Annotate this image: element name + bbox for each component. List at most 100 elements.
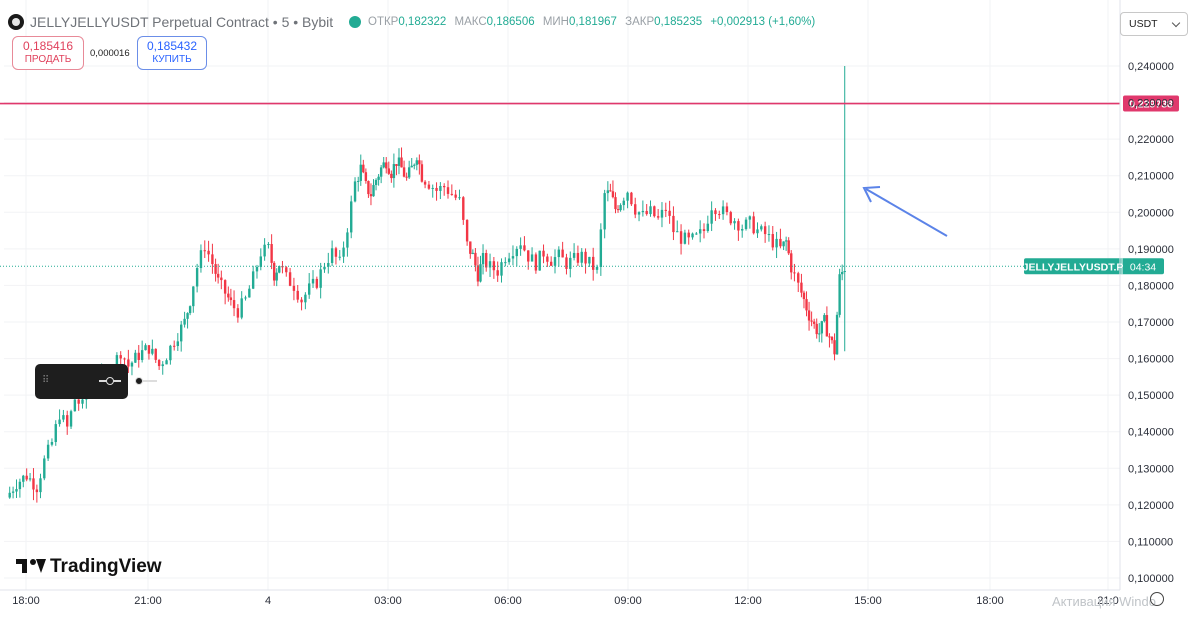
candle-body — [641, 210, 645, 213]
candle-body — [377, 176, 380, 180]
candle-body — [392, 164, 396, 179]
candle-body — [372, 185, 375, 197]
candle-body — [119, 355, 122, 359]
time-tick-label: 4 — [265, 595, 271, 607]
candle-body — [729, 212, 732, 224]
candle-body — [718, 214, 721, 216]
buy-price: 0,185432 — [146, 39, 198, 53]
candle-body — [410, 165, 413, 168]
price-tick-label: 0,190000 — [1128, 244, 1174, 256]
candle-body — [496, 270, 499, 276]
candle-body — [418, 160, 421, 165]
candle-body — [637, 212, 641, 215]
candle-body — [172, 345, 176, 347]
candle-body — [741, 229, 744, 231]
chart-overlays: 0,229738 JELLYJELLYUSDT.P 04:34 — [0, 95, 1179, 275]
horizontal-line-tool-icon[interactable] — [99, 377, 121, 385]
candle-body — [77, 399, 80, 404]
brand-name[interactable]: TradingView — [50, 556, 162, 577]
sell-label: ПРОДАТЬ — [24, 54, 72, 65]
horizontal-ray-tool-icon[interactable] — [135, 377, 157, 385]
ohlc-open-label: ОТКР — [368, 16, 399, 28]
time-tick-label: 06:00 — [494, 595, 522, 607]
candle-body — [407, 167, 411, 178]
candle-body — [244, 297, 247, 299]
candle-body — [500, 262, 503, 276]
candle-body — [450, 193, 454, 195]
settings-icon[interactable] — [1150, 592, 1164, 606]
ohlc-change: +0,002913 (+1,60%) — [710, 16, 816, 28]
candle-body — [137, 352, 140, 360]
candle-body — [364, 172, 368, 182]
candle-body — [471, 252, 475, 254]
candle-body — [599, 229, 603, 267]
candle-body — [8, 492, 11, 498]
sell-button[interactable]: 0,185416 ПРОДАТЬ — [12, 36, 84, 70]
candle-body — [151, 348, 154, 354]
drawing-toolbar[interactable]: ⠿ — [35, 364, 157, 399]
candle-body — [672, 215, 675, 233]
buy-button[interactable]: 0,185432 КУПИТЬ — [137, 36, 207, 70]
candle-body — [800, 282, 803, 293]
candle-body — [714, 210, 717, 215]
candle-body — [338, 256, 341, 258]
candle-body — [519, 245, 522, 249]
candle-body — [272, 262, 276, 281]
candle-body — [73, 399, 77, 412]
candle-body — [454, 194, 457, 198]
tradingview-logo-icon[interactable] — [16, 556, 46, 576]
candle-body — [802, 292, 806, 300]
level-price-label: 0,229738 — [1129, 99, 1173, 111]
time-tick-label: 21:00 — [134, 595, 162, 607]
candle-body — [825, 315, 829, 337]
candle-body — [634, 204, 637, 215]
candle-body — [275, 272, 278, 281]
candle-body — [435, 187, 438, 191]
candle-body — [748, 216, 752, 220]
candle-body — [32, 478, 35, 490]
candle-body — [255, 266, 259, 272]
candle-body — [793, 272, 796, 274]
candle-body — [523, 245, 526, 251]
candle-body — [296, 290, 299, 300]
candle-body — [423, 181, 427, 185]
symbol-logo-icon[interactable] — [8, 14, 24, 30]
ohlc-close-label: ЗАКР — [625, 16, 655, 28]
currency-select[interactable]: USDT — [1120, 12, 1188, 36]
candle-body — [542, 250, 545, 257]
candle-body — [319, 269, 322, 288]
candle-body — [702, 229, 706, 231]
candle-body — [538, 250, 541, 271]
candle-body — [199, 250, 203, 269]
candle-body — [507, 258, 511, 263]
candle-body — [706, 223, 710, 231]
candle-body — [169, 345, 172, 361]
chart-title[interactable]: JELLYJELLYUSDT Perpetual Contract • 5 • … — [30, 14, 334, 30]
candle-body — [207, 250, 210, 255]
candle-body — [476, 265, 480, 282]
market-status-icon[interactable] — [349, 16, 361, 28]
candle-body — [278, 265, 281, 273]
candle-body — [527, 250, 530, 262]
currency-select-value: USDT — [1129, 18, 1158, 30]
candle-body — [603, 193, 606, 230]
candle-body — [797, 273, 800, 283]
candle-body — [342, 247, 345, 257]
candle-body — [35, 489, 39, 493]
candle-body — [763, 226, 767, 235]
candle-body — [431, 187, 434, 189]
drag-handle-icon[interactable]: ⠿ — [42, 375, 51, 386]
time-tick-label: 03:00 — [374, 595, 402, 607]
candle-body — [223, 280, 227, 294]
candle-body — [311, 278, 315, 284]
price-tick-label: 0,130000 — [1128, 463, 1174, 475]
candle-body — [782, 241, 785, 247]
candle-body — [442, 185, 446, 188]
candle-body — [43, 458, 46, 479]
candle-body — [561, 249, 564, 258]
price-tick-label: 0,140000 — [1128, 427, 1174, 439]
last-price-symbol: JELLYJELLYUSDT.P — [1023, 261, 1124, 273]
candle-body — [46, 444, 50, 459]
candle-body — [823, 315, 826, 322]
